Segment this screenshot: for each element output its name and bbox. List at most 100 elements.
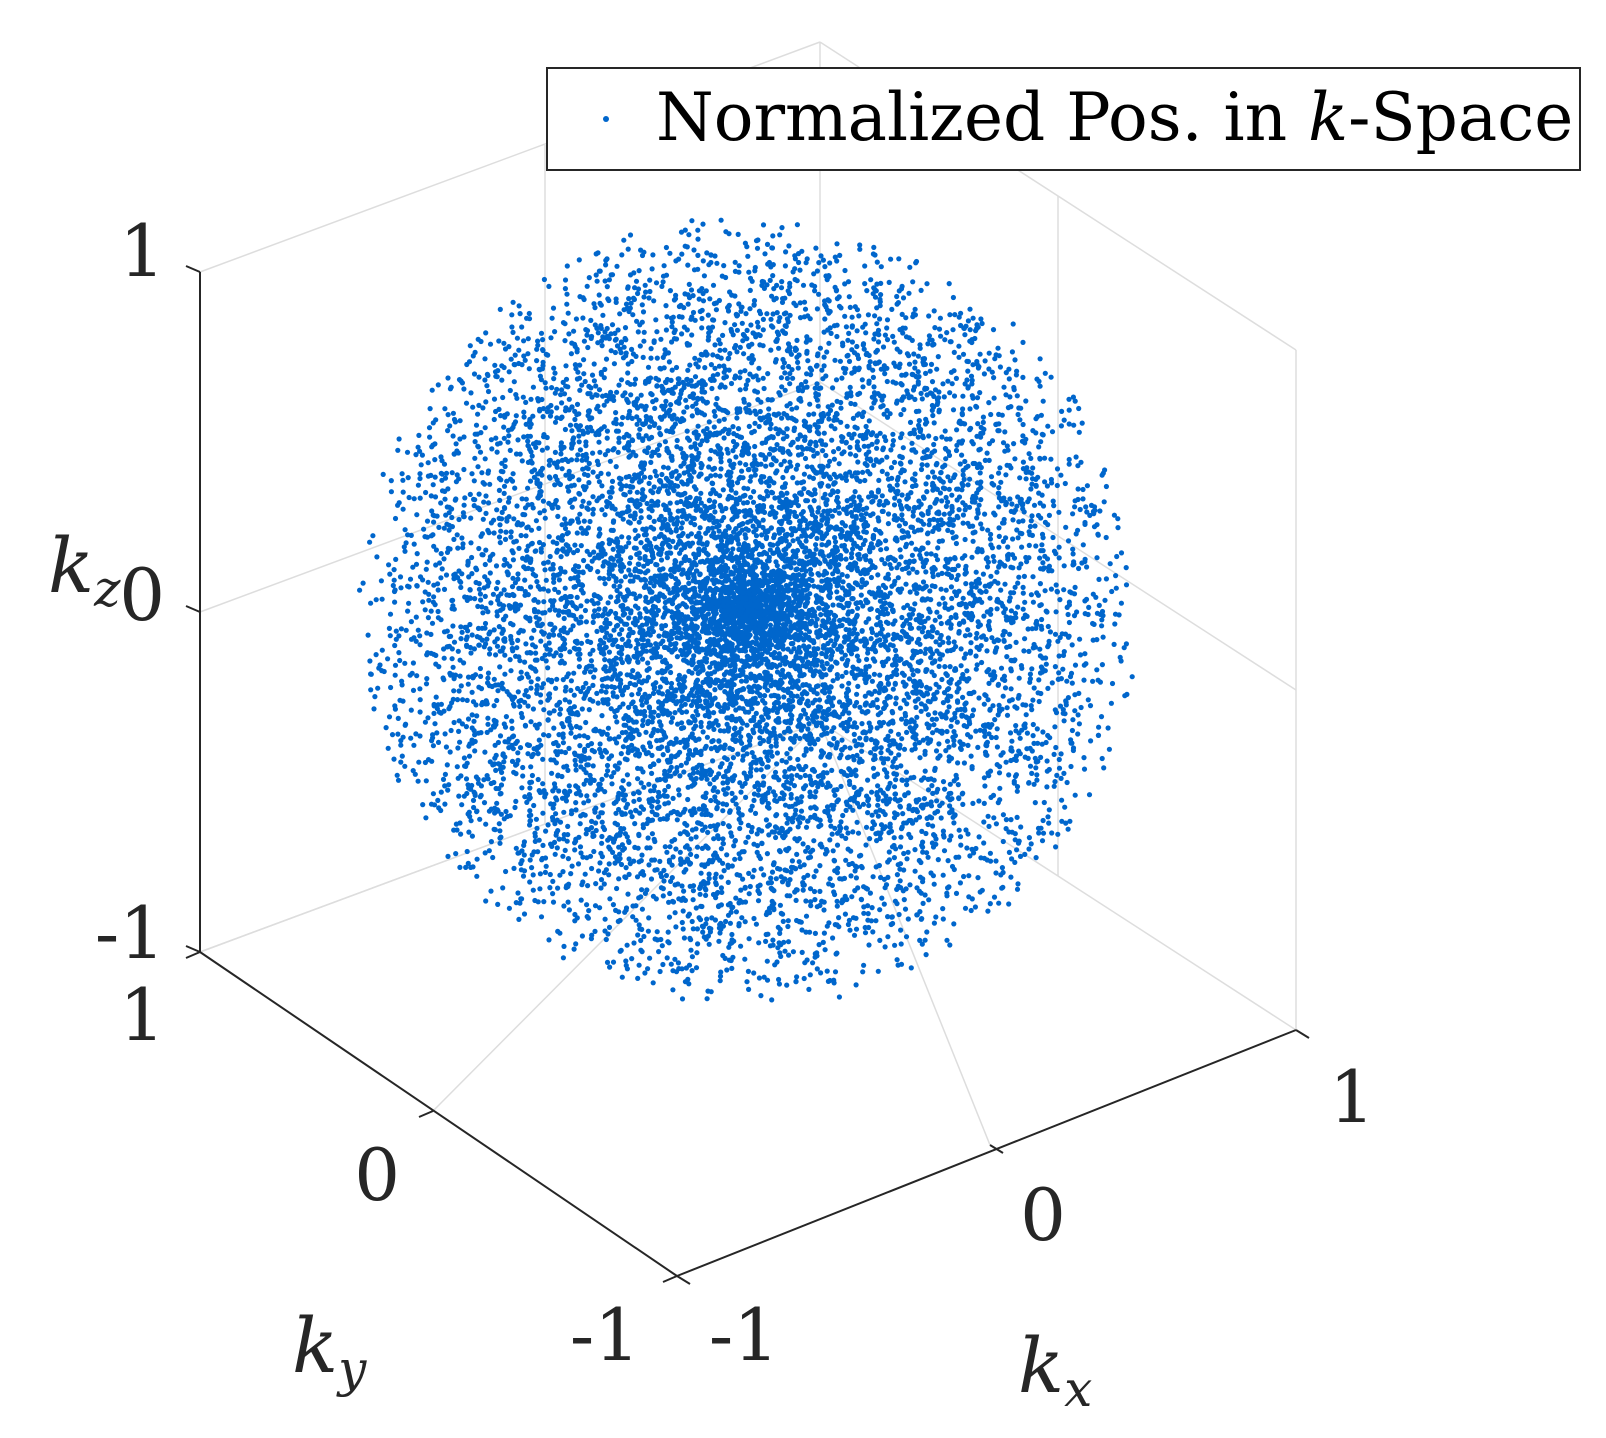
scatter-point [766,832,772,838]
scatter-point [777,930,783,937]
scatter-point [1051,503,1057,509]
scatter-point [574,457,580,463]
scatter-point [839,451,845,457]
scatter-point [1029,770,1035,777]
scatter-point [814,904,820,910]
scatter-point [787,381,793,387]
scatter-point [887,562,893,568]
scatter-point [1011,778,1017,784]
scatter-point [614,587,620,594]
scatter-point [716,337,722,343]
scatter-point [485,721,491,727]
scatter-point [496,338,502,344]
scatter-point [509,548,515,554]
scatter-point [467,491,473,497]
scatter-point [626,659,632,665]
scatter-point [655,712,662,719]
scatter-point [988,531,994,538]
scatter-point [827,458,833,464]
scatter-point [685,292,691,298]
scatter-point [657,968,663,975]
scatter-point [790,949,797,955]
scatter-point [628,610,634,616]
scatter-point [720,808,726,814]
scatter-point [710,373,716,379]
scatter-point [574,594,580,601]
scatter-point [839,737,845,743]
scatter-point [717,347,723,353]
scatter-point [756,890,763,897]
scatter-point [901,897,907,903]
scatter-point [848,873,854,879]
scatter-point [812,385,818,391]
scatter-point [860,801,867,807]
scatter-point [565,767,571,774]
scatter-point [620,778,626,784]
scatter-point [917,755,923,761]
scatter-point [540,781,546,787]
scatter-point [927,368,933,374]
scatter-point [417,495,423,501]
grid-line [199,721,821,953]
scatter-point [374,554,380,560]
scatter-point [775,865,781,872]
scatter-point [583,719,589,726]
scatter-point [540,359,546,365]
scatter-point [778,462,784,468]
scatter-point [843,477,850,483]
scatter-point [808,903,814,909]
scatter-point [883,538,889,544]
scatter-point [884,317,891,323]
scatter-point [968,425,974,431]
scatter-point [753,767,760,773]
scatter-point [686,437,693,443]
scatter-point [456,688,462,694]
scatter-point [773,470,779,476]
scatter-point [556,577,563,583]
scatter-point [788,442,794,448]
scatter-point [476,586,482,592]
scatter-point [950,327,956,333]
scatter-point [986,457,992,463]
scatter-point [964,668,970,674]
scatter-point [596,439,602,445]
scatter-point [1015,411,1021,418]
scatter-point [879,493,885,499]
scatter-point [795,756,801,763]
scatter-point [764,241,771,247]
scatter-point [648,876,655,882]
scatter-point [928,551,934,557]
scatter-point [1003,392,1009,398]
scatter-point [588,658,595,664]
scatter-point [918,466,925,473]
scatter-point [960,393,966,399]
scatter-point [703,892,709,899]
scatter-point [874,347,881,353]
scatter-point [951,742,957,748]
scatter-point [601,375,607,381]
scatter-point [469,632,475,638]
scatter-point [510,329,516,335]
scatter-point [475,411,481,417]
scatter-point [1098,714,1105,720]
scatter-point [591,549,597,555]
scatter-point [1045,423,1051,429]
scatter-point [899,512,905,518]
scatter-point [869,678,876,684]
scatter-point [970,602,976,609]
scatter-point [979,526,985,532]
scatter-point [657,567,663,573]
scatter-point [1099,755,1105,762]
scatter-point [559,400,565,406]
scatter-point [393,636,399,642]
scatter-point [960,512,967,518]
scatter-point [616,760,623,766]
scatter-point [987,595,993,601]
scatter-point [751,791,758,797]
scatter-point [913,258,920,265]
scatter-point [834,903,840,909]
scatter-point [1042,588,1048,594]
scatter-point [797,315,804,321]
scatter-point [665,465,671,471]
scatter-point [1020,590,1026,596]
